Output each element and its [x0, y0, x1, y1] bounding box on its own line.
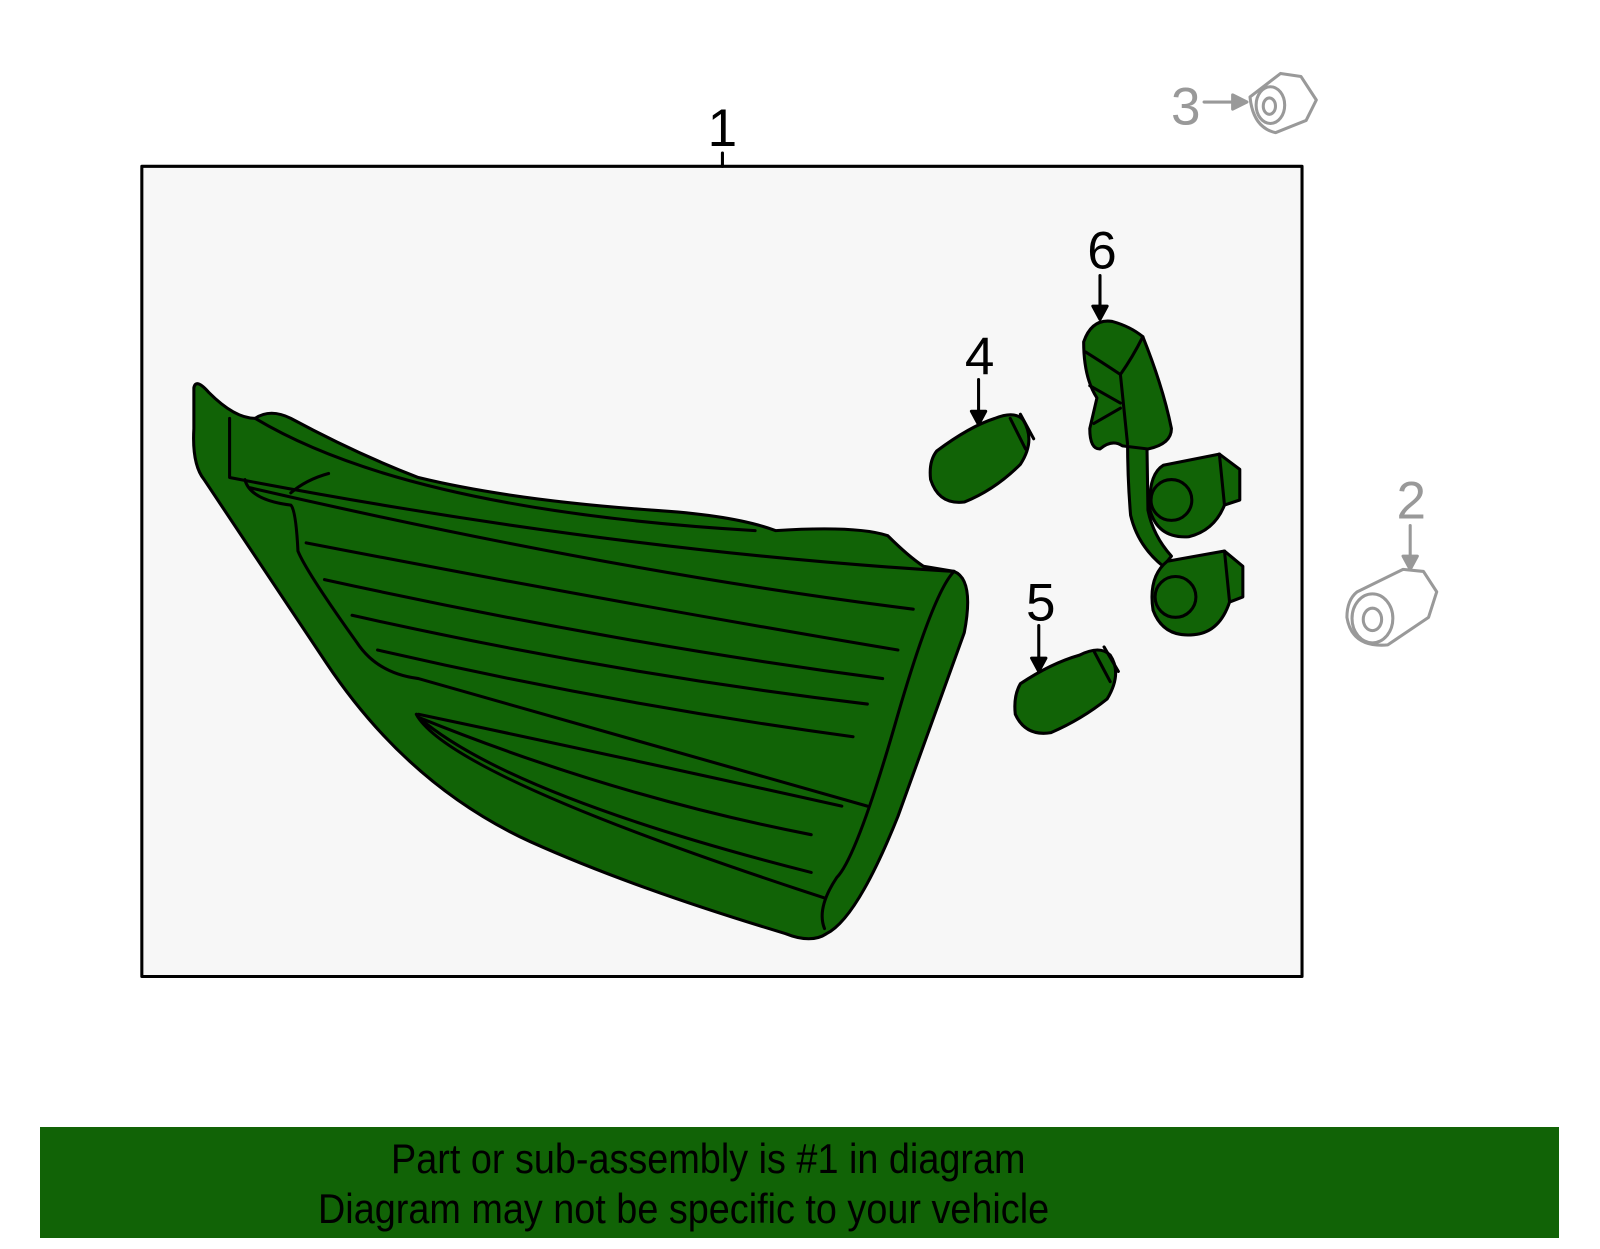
- banner-line-2: Diagram may not be specific to your vehi…: [318, 1185, 1050, 1232]
- callout-5[interactable]: 5: [1026, 573, 1056, 632]
- nut-icon[interactable]: [1345, 567, 1439, 647]
- nut-icon[interactable]: [1248, 71, 1318, 135]
- callout-2[interactable]: 2: [1396, 471, 1426, 530]
- bulb-icon[interactable]: [928, 412, 1036, 504]
- callout-1[interactable]: 1: [708, 99, 738, 158]
- callout-6[interactable]: 6: [1087, 221, 1117, 280]
- callout-3[interactable]: 3: [1171, 77, 1201, 136]
- socket-harness-icon[interactable]: [1082, 319, 1245, 637]
- tail-lamp-icon[interactable]: [192, 382, 970, 941]
- callout-4[interactable]: 4: [965, 327, 995, 386]
- bulb-icon[interactable]: [1013, 645, 1120, 735]
- banner-line-1: Part or sub-assembly is #1 in diagram: [391, 1135, 1026, 1182]
- info-banner: Part or sub-assembly is #1 in diagram Di…: [40, 1127, 1559, 1238]
